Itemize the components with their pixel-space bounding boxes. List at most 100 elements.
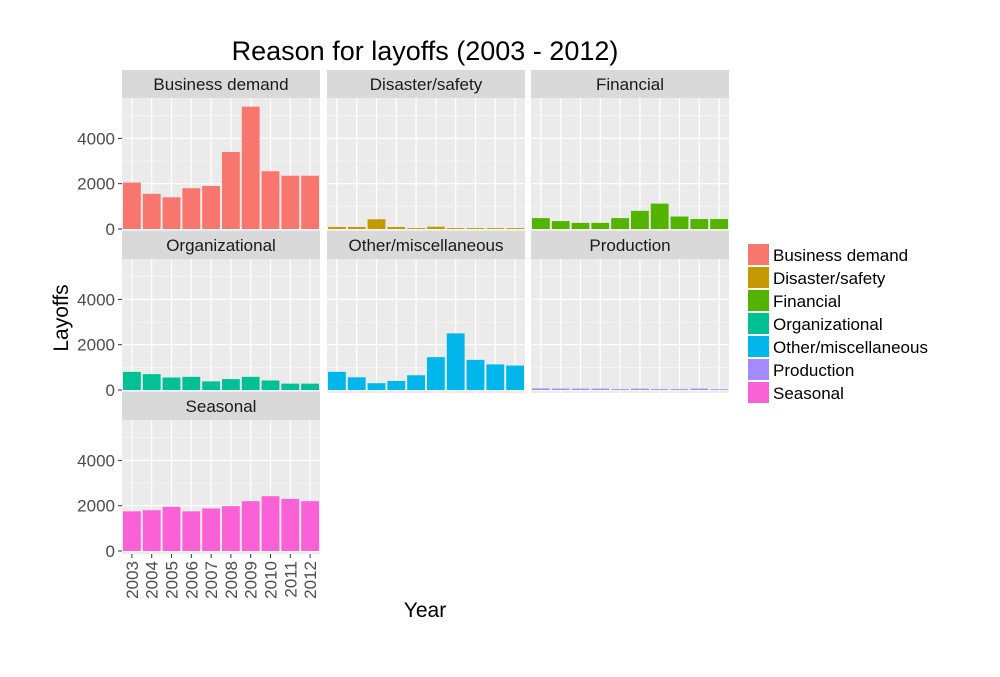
- legend-item-organizational: Organizational: [748, 313, 883, 334]
- legend-swatch: [748, 290, 769, 311]
- bar-organizational-2003: [122, 371, 141, 390]
- bar-seasonal-2010: [261, 496, 280, 551]
- strip-production: [531, 231, 729, 259]
- plot-background: [122, 259, 320, 393]
- bar-disaster-safety-2007: [407, 228, 426, 229]
- legend-label: Organizational: [773, 315, 883, 334]
- bar-organizational-2010: [261, 380, 280, 390]
- x-tick-label: 2008: [222, 561, 241, 599]
- bar-disaster-safety-2011: [486, 228, 505, 229]
- bar-production-2006: [591, 388, 610, 390]
- bar-seasonal-2006: [182, 511, 201, 551]
- panel-business-demand: Business demand 0 2000 4000: [77, 70, 320, 239]
- legend-label: Seasonal: [773, 384, 844, 403]
- legend-swatch: [748, 244, 769, 265]
- bar-organizational-2007: [202, 381, 221, 390]
- bar-other-miscellaneous-2006: [387, 380, 406, 390]
- bar-organizational-2004: [142, 374, 161, 390]
- bar-seasonal-2005: [162, 506, 181, 551]
- bar-financial-2006: [591, 222, 610, 229]
- legend-label: Other/miscellaneous: [773, 338, 928, 357]
- legend-swatch: [748, 359, 769, 380]
- bar-financial-2012: [710, 219, 729, 229]
- y-tick-label: 2000: [77, 497, 115, 516]
- strip-disaster-safety: [327, 70, 525, 98]
- bar-organizational-2011: [281, 383, 300, 390]
- y-tick-label: 4000: [77, 290, 115, 309]
- bar-seasonal-2012: [301, 501, 320, 551]
- bar-disaster-safety-2012: [506, 228, 525, 229]
- bar-organizational-2009: [241, 376, 260, 390]
- bar-financial-2003: [531, 218, 550, 229]
- bar-business-demand-2006: [182, 188, 201, 229]
- bar-other-miscellaneous-2008: [426, 357, 445, 390]
- bar-organizational-2008: [221, 379, 240, 390]
- x-tick-label: 2009: [242, 561, 261, 599]
- x-axis-title: Year: [404, 599, 446, 622]
- x-tick-label: 2010: [262, 561, 281, 599]
- y-tick-label: 0: [106, 220, 115, 239]
- bar-organizational-2012: [301, 383, 320, 390]
- bar-disaster-safety-2010: [466, 228, 485, 229]
- bar-disaster-safety-2008: [426, 226, 445, 229]
- strip-financial: [531, 70, 729, 98]
- bar-seasonal-2007: [202, 508, 221, 551]
- x-tick-label: 2004: [143, 561, 162, 599]
- bar-business-demand-2011: [281, 175, 300, 229]
- bar-seasonal-2003: [122, 511, 141, 551]
- legend-label: Business demand: [773, 246, 908, 265]
- y-tick-label: 0: [106, 542, 115, 561]
- chart-title: Reason for layoffs (2003 - 2012): [232, 36, 619, 66]
- bar-other-miscellaneous-2007: [407, 375, 426, 390]
- y-axis-title: Layoffs: [50, 284, 73, 351]
- bar-business-demand-2007: [202, 185, 221, 229]
- strip-label: Seasonal: [186, 397, 257, 416]
- panel-organizational: Organizational 0 2000 4000: [77, 231, 320, 400]
- bar-production-2008: [630, 388, 649, 390]
- bar-production-2005: [571, 388, 590, 390]
- plot-background: [531, 98, 729, 232]
- strip-label: Business demand: [153, 75, 288, 94]
- bar-business-demand-2009: [241, 106, 260, 229]
- strip-seasonal: [122, 392, 320, 420]
- bar-business-demand-2008: [221, 151, 240, 229]
- bar-disaster-safety-2009: [446, 228, 465, 229]
- bar-financial-2009: [650, 203, 669, 229]
- bar-seasonal-2004: [142, 510, 161, 551]
- bar-other-miscellaneous-2004: [347, 377, 366, 390]
- strip-business-demand: [122, 70, 320, 98]
- plot-background: [327, 98, 525, 232]
- bar-other-miscellaneous-2012: [506, 365, 525, 390]
- bar-business-demand-2010: [261, 171, 280, 229]
- bar-production-2011: [690, 388, 709, 390]
- legend-label: Financial: [773, 292, 841, 311]
- legend-item-production: Production: [748, 359, 854, 380]
- bar-other-miscellaneous-2010: [466, 359, 485, 390]
- x-tick-label: 2006: [182, 561, 201, 599]
- bar-financial-2007: [611, 218, 630, 229]
- bar-production-2010: [670, 389, 689, 390]
- bar-other-miscellaneous-2005: [367, 383, 386, 390]
- y-tick-label: 4000: [77, 451, 115, 470]
- plot-background: [531, 259, 729, 393]
- bar-organizational-2006: [182, 376, 201, 390]
- legend: Business demand Disaster/safety Financial O…: [748, 244, 928, 403]
- bar-business-demand-2004: [142, 193, 161, 229]
- bar-other-miscellaneous-2011: [486, 364, 505, 390]
- legend-item-financial: Financial: [748, 290, 841, 311]
- bar-financial-2004: [551, 221, 570, 229]
- x-tick-label: 2007: [202, 561, 221, 599]
- bar-other-miscellaneous-2003: [327, 371, 346, 390]
- bar-business-demand-2012: [301, 175, 320, 229]
- y-tick-label: 2000: [77, 175, 115, 194]
- strip-label: Disaster/safety: [370, 75, 483, 94]
- bar-business-demand-2005: [162, 197, 181, 229]
- bar-organizational-2005: [162, 377, 181, 390]
- bar-production-2009: [650, 389, 669, 390]
- bar-disaster-safety-2005: [367, 219, 386, 229]
- bar-disaster-safety-2004: [347, 226, 366, 229]
- bar-production-2003: [531, 388, 550, 390]
- strip-other-miscellaneous: [327, 231, 525, 259]
